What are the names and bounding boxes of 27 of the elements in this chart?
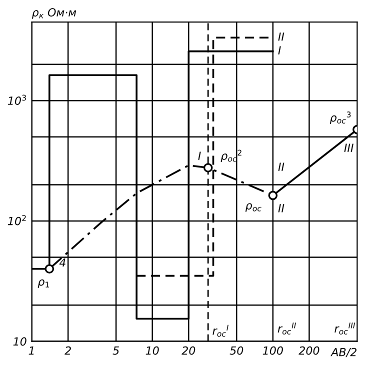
y-tick-label: 10$^{2}$: [8, 215, 26, 226]
annotation: ρ$_{oc}$: [245, 203, 262, 212]
x-tick-label: 20: [182, 346, 196, 355]
annotation: r$_{oc}$$^{I}$: [212, 324, 228, 337]
series-label: I: [278, 46, 281, 54]
x-tick-label: 1: [28, 346, 34, 355]
x-tick-label: 2: [64, 346, 71, 355]
x-tick-label: 5: [112, 346, 119, 355]
y-tick-label: 10$^{3}$: [8, 94, 26, 105]
annotation: II: [278, 162, 284, 171]
annotation: III: [344, 144, 354, 152]
annotation: II: [278, 204, 284, 212]
x-tick-label: 200: [298, 346, 320, 355]
x-tick-label: 100: [262, 346, 283, 355]
y-tick-label: 10: [13, 337, 26, 346]
x-axis-title: AB/2: [330, 348, 356, 358]
y-axis-title: ρ$_{к}$ Ом·м: [32, 8, 76, 19]
annotation: ρ$_{oc}$$^{2}$: [220, 150, 242, 162]
x-tick-label: 10: [146, 346, 159, 355]
annotation: r$_{oc}$$^{III}$: [334, 322, 355, 334]
annotation: r$_{oc}$$^{II}$: [278, 322, 296, 334]
annotation: 4: [59, 258, 66, 267]
annotation: ρ$_{1}$: [38, 279, 50, 288]
x-tick-label: 50: [230, 346, 244, 355]
annotation: I: [198, 152, 201, 160]
annotation: ρ$_{oc}$$^{3}$: [330, 112, 351, 124]
series-label: II: [278, 32, 284, 41]
